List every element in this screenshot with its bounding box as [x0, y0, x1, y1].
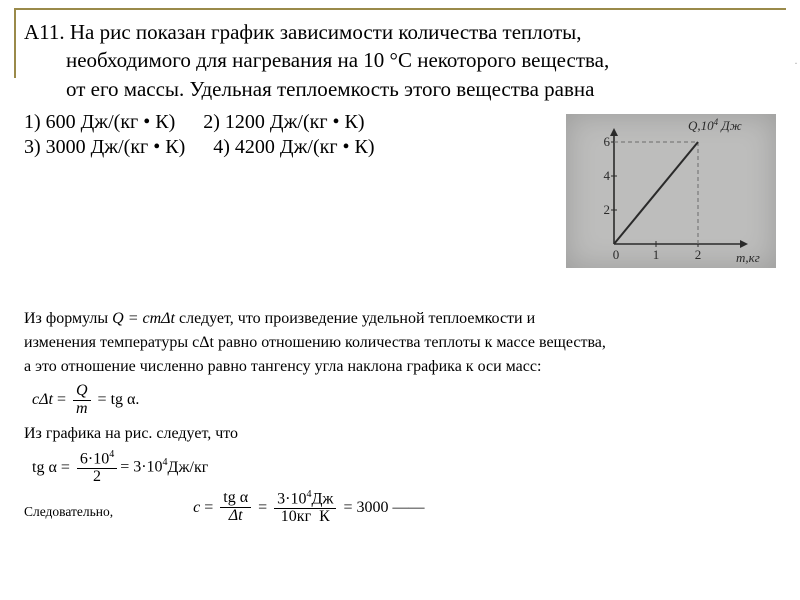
option-3: 3) 3000 Дж/(кг • К): [24, 136, 185, 159]
exp-1b: следует, что произведение удельной тепло…: [175, 310, 535, 327]
question-line3: от его массы. Удельная теплоемкость этог…: [24, 75, 776, 103]
ytick-2: 2: [604, 202, 611, 217]
question-line1: На рис показан график зависимости количе…: [70, 20, 582, 44]
xtick-1: 1: [653, 247, 660, 262]
ytick-6: 6: [604, 134, 611, 149]
slide-content: А11. На рис показан график зависимости к…: [24, 18, 776, 525]
eq3-frac2: 3·104Дж 10кг К: [274, 490, 336, 526]
eq-1: cΔt = Q m = tg α.: [32, 383, 776, 418]
eq1-num: Q: [73, 383, 91, 401]
eq3-num2: 3·104Дж: [274, 490, 336, 509]
eq2-rhs: = 3·104: [120, 455, 167, 479]
eq3-var: c: [193, 496, 200, 520]
eq3-den1: Δt: [226, 508, 246, 525]
option-2: 2) 1200 Дж/(кг • К): [203, 111, 364, 134]
eq1-frac: Q m: [73, 383, 91, 418]
data-line: [614, 142, 698, 244]
option-1: 1) 600 Дж/(кг • К): [24, 111, 175, 134]
xtick-2: 2: [695, 247, 702, 262]
exp-line-1: Из формулы Q = cmΔt следует, что произве…: [24, 307, 776, 331]
eq1-den: m: [73, 401, 91, 418]
xtick-0: 0: [613, 247, 620, 262]
frame-top: [14, 8, 786, 10]
chart-q-vs-m: Q,104 Дж 2 4 6 0 1 2 m,кг: [566, 114, 776, 268]
exp-line-4: Из графика на рис. следует, что: [24, 422, 776, 446]
eq2-left: tg α: [32, 456, 57, 480]
exp-line-5: Следовательно,: [24, 502, 113, 522]
eq1-right: tg α.: [111, 388, 140, 412]
decorative-dot: ·: [794, 56, 798, 71]
eq-2: tg α = 6·104 2 = 3·104 Дж/кг: [32, 450, 776, 486]
question-text: А11. На рис показан график зависимости к…: [24, 18, 776, 103]
ytick-4: 4: [604, 168, 611, 183]
y-arrow: [610, 128, 618, 136]
exp-formula-Q: Q = cmΔt: [112, 310, 175, 327]
exp-line-3: а это отношение численно равно тангенсу …: [24, 355, 776, 379]
chart-xlabel: m,кг: [736, 250, 760, 265]
question-number: А11.: [24, 20, 65, 44]
eq2-frac: 6·104 2: [77, 450, 117, 486]
x-arrow: [740, 240, 748, 248]
exp-line-2: изменения температуры cΔt равно отношени…: [24, 331, 776, 355]
eq2-den: 2: [90, 469, 104, 486]
question-line2: необходимого для нагревания на 10 °С нек…: [24, 46, 776, 74]
eq3-frac1: tg α Δt: [220, 490, 251, 525]
eq3-num1: tg α: [220, 490, 251, 508]
explanation-block: Из формулы Q = cmΔt следует, что произве…: [24, 307, 776, 525]
frame-left: [14, 8, 16, 78]
exp-1a: Из формулы: [24, 310, 112, 327]
final-row: Следовательно, c = tg α Δt = 3·104Дж 10к…: [24, 490, 776, 526]
chart-svg: Q,104 Дж 2 4 6 0 1 2 m,кг: [566, 114, 776, 268]
eq3-den2: 10кг К: [278, 509, 333, 526]
eq2-unit: Дж/кг: [168, 456, 209, 480]
eq2-num: 6·104: [77, 450, 117, 469]
eq1-left: cΔt: [32, 388, 53, 412]
option-4: 4) 4200 Дж/(кг • К): [213, 136, 374, 159]
chart-ylabel: Q,104 Дж: [688, 117, 742, 133]
eq3-ans: = 3000 ——: [343, 496, 424, 520]
